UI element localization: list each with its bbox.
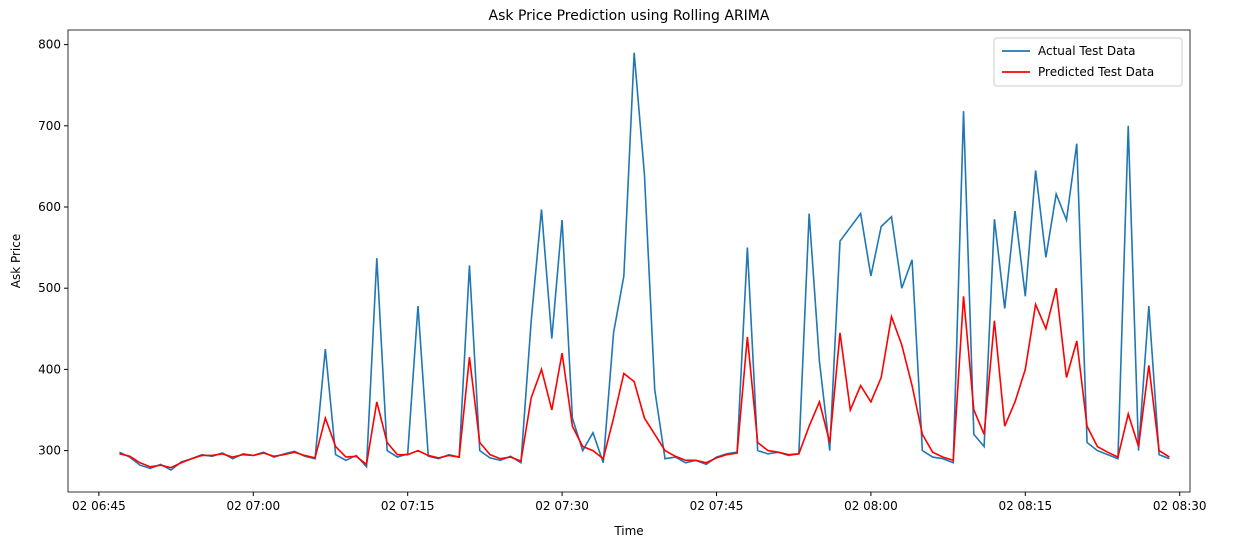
x-tick-label: 02 08:15 bbox=[998, 499, 1052, 513]
y-tick-label: 400 bbox=[38, 362, 61, 376]
y-tick-label: 600 bbox=[38, 200, 61, 214]
y-tick-label: 800 bbox=[38, 38, 61, 52]
y-axis-label: Ask Price bbox=[9, 234, 23, 289]
x-tick-label: 02 08:30 bbox=[1153, 499, 1207, 513]
plot-frame bbox=[67, 29, 1191, 493]
legend-label: Predicted Test Data bbox=[1038, 65, 1154, 79]
legend-label: Actual Test Data bbox=[1038, 44, 1136, 58]
y-tick-label: 500 bbox=[38, 281, 61, 295]
x-tick-label: 02 08:00 bbox=[844, 499, 898, 513]
x-tick-label: 02 06:45 bbox=[72, 499, 126, 513]
x-tick-label: 02 07:00 bbox=[226, 499, 280, 513]
x-tick-label: 02 07:15 bbox=[381, 499, 435, 513]
chart-title: Ask Price Prediction using Rolling ARIMA bbox=[489, 8, 770, 24]
y-tick-label: 700 bbox=[38, 119, 61, 133]
legend-box bbox=[993, 37, 1183, 87]
x-axis-label: Time bbox=[613, 524, 643, 538]
y-tick-label: 300 bbox=[38, 444, 61, 458]
data-line bbox=[119, 288, 1170, 469]
x-tick-label: 02 07:45 bbox=[690, 499, 744, 513]
legend: Actual Test Data Predicted Test Data bbox=[993, 37, 1183, 87]
x-tick-label: 02 07:30 bbox=[535, 499, 589, 513]
